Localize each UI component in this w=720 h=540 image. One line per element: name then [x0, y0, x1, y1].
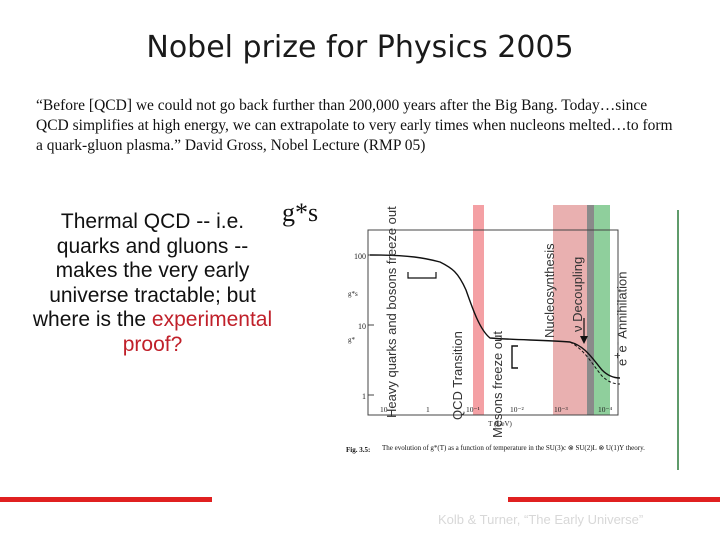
nucleosynthesis-label: Nucleosynthesis [542, 243, 557, 338]
y-tick-10: 10 [358, 322, 366, 331]
x-tick-0: 10 [380, 405, 388, 414]
nu-symbol: ν [570, 325, 585, 333]
figure-credit: Kolb & Turner, “The Early Universe” [438, 512, 644, 527]
y-tick-1: 1 [362, 392, 366, 401]
x-tick-1: 1 [426, 405, 430, 414]
experimental-proof-text: experimental proof? [122, 308, 273, 356]
caption-figure-number: Fig. 3.5: [346, 446, 370, 454]
slide-title: Nobel prize for Physics 2005 [146, 30, 574, 65]
gstar-label: g*s [282, 198, 319, 227]
y-label-gstars: g*s [348, 290, 358, 298]
gstars-curve [569, 341, 621, 385]
thermal-qcd-statement: Thermal QCD -- i.e. quarks and gluons --… [32, 210, 256, 331]
x-axis-label: T (GeV) [488, 420, 512, 428]
bottom-red-bar-right [508, 497, 720, 502]
annihilation-label: e+e- Annihilation [612, 271, 629, 366]
x-tick-5: 10⁻⁴ [598, 405, 612, 414]
band-annihilation [594, 205, 610, 415]
decoupling-arrow-head [580, 336, 588, 344]
ann-e1: e [614, 358, 630, 366]
y-label-gstar: g* [348, 336, 356, 344]
kolb-turner-figure: 100 10 1 g*s g* 10 1 10⁻¹ 10⁻² 10⁻³ 10⁻⁴… [340, 200, 685, 475]
gross-quote: “Before [QCD] we could not go back furth… [36, 97, 673, 154]
ann-e2: e [614, 345, 630, 353]
caption-text: The evolution of g*(T) as a function of … [382, 444, 645, 452]
mesons-bracket [511, 345, 518, 369]
x-tick-4: 10⁻³ [554, 405, 568, 414]
bottom-red-bar-left [0, 497, 212, 502]
decoupling-word: Decoupling [570, 256, 585, 322]
figure-background [340, 200, 685, 475]
ann-word: Annihilation [614, 271, 630, 342]
plot-frame [367, 229, 619, 416]
heavy-freeze-bracket [407, 272, 437, 279]
mesons-freeze-label: Mesons freeze out [490, 331, 505, 438]
band-decoupling [587, 205, 594, 415]
gstar-curve [369, 254, 621, 379]
heavy-quarks-label: Heavy quarks and bosons freeze out [384, 206, 399, 418]
ann-plus: + [612, 352, 624, 359]
decoupling-label: ν Decoupling [570, 257, 585, 332]
thermal-qcd-text: Thermal QCD -- i.e. quarks and gluons --… [30, 210, 275, 357]
ann-minus: - [612, 341, 624, 346]
qcd-transition-label: QCD Transition [450, 331, 465, 420]
y-tick-100: 100 [354, 252, 366, 261]
x-tick-2: 10⁻¹ [466, 405, 480, 414]
band-nucleosynthesis [553, 205, 587, 415]
x-tick-3: 10⁻² [510, 405, 524, 414]
caption-holder: The evolution of g*(T) as a function of … [382, 444, 645, 452]
band-qcd-transition [473, 205, 484, 415]
